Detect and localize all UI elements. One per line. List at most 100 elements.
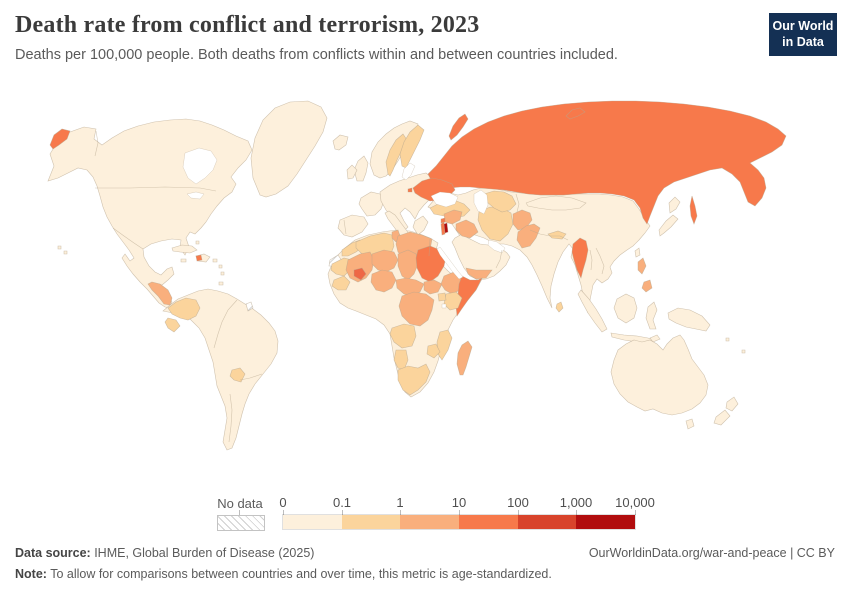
burkina-faso-region[interactable]: [353, 267, 367, 281]
north-america-region[interactable]: [47, 118, 253, 309]
novaya-zemlya-region[interactable]: [448, 113, 469, 141]
niger-region[interactable]: [371, 249, 399, 273]
chart-footer: Data source: IHME, Global Burden of Dise…: [15, 546, 835, 581]
legend-no-data-swatch[interactable]: [217, 515, 265, 531]
world-map: [0, 88, 850, 488]
iberia-region[interactable]: [337, 214, 369, 238]
taiwan-region[interactable]: [634, 247, 641, 258]
iraq-region[interactable]: [455, 219, 479, 239]
russia-chukotka-region[interactable]: [49, 128, 71, 150]
central-america-region[interactable]: [147, 281, 173, 306]
legend-tick-label: 0: [279, 495, 287, 510]
trinidad-region[interactable]: [218, 281, 224, 286]
madagascar-region[interactable]: [456, 340, 473, 376]
greenland-region[interactable]: [250, 100, 328, 198]
south-africa-region[interactable]: [397, 363, 431, 396]
cameroon-car-region[interactable]: [395, 277, 425, 297]
uganda-region[interactable]: [437, 292, 447, 302]
south-sudan-region[interactable]: [423, 279, 443, 295]
hawaii-region[interactable]: [63, 250, 68, 255]
greece-region[interactable]: [412, 215, 429, 236]
persian-gulf: [487, 239, 506, 254]
jamaica-region[interactable]: [180, 258, 187, 263]
legend-no-data-tick: [239, 510, 240, 515]
colombia-region[interactable]: [167, 297, 201, 321]
severnaya-zemlya-region[interactable]: [565, 107, 586, 120]
data-source: Data source: IHME, Global Burden of Dise…: [15, 546, 314, 560]
haiti-region[interactable]: [195, 254, 203, 262]
country-borders: [94, 130, 605, 443]
paraguay-region[interactable]: [229, 367, 246, 383]
iceland-region[interactable]: [332, 134, 349, 151]
central-asia-region[interactable]: [483, 190, 517, 213]
new-zealand-region[interactable]: [713, 409, 731, 426]
bahamas-region[interactable]: [195, 240, 200, 245]
south-america-region[interactable]: [162, 288, 279, 451]
australia-region[interactable]: [610, 334, 709, 416]
united-kingdom-region[interactable]: [353, 155, 369, 182]
sudan-region[interactable]: [415, 245, 447, 283]
legend-tick-mark: [459, 510, 460, 515]
russia-region[interactable]: [427, 100, 787, 225]
lebanon-region[interactable]: [440, 217, 446, 224]
tasmania-region[interactable]: [685, 418, 695, 430]
legend-tick-label: 100: [507, 495, 529, 510]
sulawesi-region[interactable]: [645, 301, 658, 330]
yemen-region[interactable]: [465, 267, 493, 280]
legend-bin[interactable]: [517, 515, 577, 529]
kaliningrad-region[interactable]: [407, 187, 413, 193]
pacific-islands-region[interactable]: [741, 349, 746, 354]
new-guinea-region[interactable]: [667, 307, 711, 332]
sakhalin-region[interactable]: [689, 195, 698, 225]
zimbabwe-region[interactable]: [426, 343, 441, 359]
legend-bin[interactable]: [283, 515, 342, 529]
legend-bin[interactable]: [459, 515, 518, 529]
ireland-region[interactable]: [346, 164, 358, 180]
puerto-rico-region[interactable]: [212, 258, 218, 263]
new-zealand-region[interactable]: [725, 396, 739, 412]
france-region[interactable]: [358, 191, 385, 217]
drc-region[interactable]: [398, 291, 435, 327]
finland-region[interactable]: [399, 124, 425, 169]
myanmar-region[interactable]: [571, 237, 589, 279]
legend-tick-label: 1,000: [559, 495, 593, 510]
pakistan-region[interactable]: [516, 223, 541, 249]
legend-bin[interactable]: [341, 515, 401, 529]
somalia-region[interactable]: [455, 275, 483, 317]
legend-bin[interactable]: [400, 515, 460, 529]
caspian-sea: [473, 189, 489, 215]
nigeria-region[interactable]: [370, 269, 397, 293]
sri-lanka-region[interactable]: [555, 301, 564, 313]
timor-region[interactable]: [649, 334, 661, 343]
angola-region[interactable]: [389, 323, 417, 349]
palestine-region[interactable]: [443, 222, 449, 234]
rights-link[interactable]: OurWorldinData.org/war-and-peace | CC BY: [588, 546, 835, 560]
afghanistan-region[interactable]: [512, 209, 533, 231]
borneo-region[interactable]: [613, 293, 638, 324]
mozambique-region[interactable]: [436, 329, 453, 361]
lake-victoria: [441, 303, 447, 309]
pacific-islands-region[interactable]: [725, 337, 730, 342]
guinea-region[interactable]: [331, 275, 351, 291]
hawaii-region[interactable]: [57, 245, 62, 250]
hudson-bay: [182, 147, 218, 185]
french-guiana-region[interactable]: [245, 301, 254, 312]
legend-bin[interactable]: [576, 515, 636, 529]
owid-logo[interactable]: Our World in Data: [769, 13, 837, 57]
japan-region[interactable]: [658, 214, 679, 237]
legend-tick-label: 1: [396, 495, 404, 510]
philippines-region[interactable]: [641, 279, 653, 293]
sumatra-region[interactable]: [577, 289, 608, 333]
ecuador-region[interactable]: [164, 317, 181, 333]
lesser-antilles-region[interactable]: [218, 264, 223, 269]
japan-region[interactable]: [668, 196, 681, 214]
philippines-region[interactable]: [637, 257, 647, 275]
lesser-antilles-region[interactable]: [220, 271, 225, 276]
legend-tick-mark: [400, 510, 401, 515]
note-label: Note:: [15, 567, 47, 581]
cuba-region[interactable]: [171, 244, 198, 254]
chad-region[interactable]: [397, 249, 419, 281]
legend-tick-label: 10: [451, 495, 467, 510]
mali-region[interactable]: [345, 251, 375, 283]
legend-tick-mark: [342, 510, 343, 515]
